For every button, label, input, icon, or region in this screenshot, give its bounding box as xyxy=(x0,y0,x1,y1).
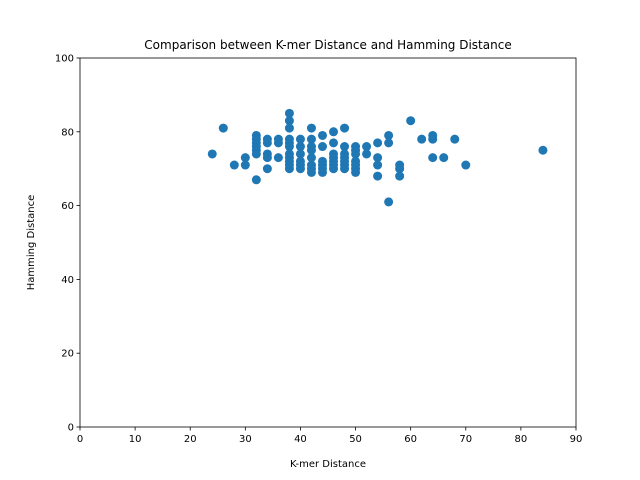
data-points xyxy=(207,108,548,207)
data-point xyxy=(306,167,316,177)
data-point xyxy=(262,138,272,148)
data-point xyxy=(284,108,294,118)
data-point xyxy=(395,164,405,174)
data-point xyxy=(240,153,250,163)
y-tick-label: 0 xyxy=(68,423,74,434)
data-point xyxy=(273,138,283,148)
data-point xyxy=(439,153,449,163)
data-point xyxy=(251,149,261,159)
y-tick-label: 80 xyxy=(61,127,74,138)
x-tick-label: 30 xyxy=(239,434,252,445)
data-point xyxy=(329,127,339,137)
chart-title: Comparison between K-mer Distance and Ha… xyxy=(144,38,511,52)
data-point xyxy=(317,167,327,177)
data-point xyxy=(450,134,460,144)
data-point xyxy=(284,164,294,174)
data-point xyxy=(362,142,372,152)
data-point xyxy=(362,149,372,159)
y-tick-label: 40 xyxy=(61,275,74,286)
x-tick-label: 70 xyxy=(459,434,472,445)
data-point xyxy=(207,149,217,159)
data-point xyxy=(373,171,383,181)
data-point xyxy=(306,134,316,144)
x-tick-label: 40 xyxy=(294,434,307,445)
data-point xyxy=(373,153,383,163)
data-point xyxy=(384,197,394,207)
x-tick-label: 80 xyxy=(515,434,528,445)
data-point xyxy=(295,149,305,159)
data-point xyxy=(251,175,261,185)
data-point xyxy=(428,153,438,163)
y-axis-label: Hamming Distance xyxy=(26,195,37,291)
data-point xyxy=(229,160,239,170)
data-point xyxy=(417,134,427,144)
data-point xyxy=(262,153,272,163)
data-point xyxy=(461,160,471,170)
data-point xyxy=(262,164,272,174)
x-tick-label: 10 xyxy=(129,434,142,445)
x-tick-label: 0 xyxy=(77,434,83,445)
x-tick-label: 60 xyxy=(404,434,417,445)
data-point xyxy=(284,116,294,126)
data-point xyxy=(351,149,361,159)
x-tick-label: 20 xyxy=(184,434,197,445)
data-point xyxy=(538,145,548,155)
plot-frame xyxy=(79,57,577,428)
data-point xyxy=(351,167,361,177)
y-tick-label: 60 xyxy=(61,201,74,212)
x-tick-label: 50 xyxy=(349,434,362,445)
x-tick-label: 90 xyxy=(570,434,583,445)
data-point xyxy=(218,123,228,133)
x-axis: 0 10 20 30 40 50 60 70 80 90 xyxy=(77,427,583,445)
data-point xyxy=(317,130,327,140)
data-point xyxy=(306,145,316,155)
data-point xyxy=(240,160,250,170)
data-point xyxy=(373,160,383,170)
data-point xyxy=(406,116,416,126)
data-point xyxy=(384,130,394,140)
data-point xyxy=(295,164,305,174)
data-point xyxy=(340,164,350,174)
data-point xyxy=(340,142,350,152)
data-point xyxy=(395,171,405,181)
data-point xyxy=(295,134,305,144)
y-axis: 0 20 40 60 80 100 xyxy=(55,54,80,434)
y-tick-label: 20 xyxy=(61,349,74,360)
data-point xyxy=(428,134,438,144)
data-point xyxy=(284,123,294,133)
data-point xyxy=(284,142,294,152)
data-point xyxy=(384,138,394,148)
data-point xyxy=(329,138,339,148)
data-point xyxy=(329,164,339,174)
data-point xyxy=(340,123,350,133)
data-point xyxy=(306,123,316,133)
data-point xyxy=(295,142,305,152)
y-tick-label: 100 xyxy=(55,54,74,65)
x-axis-label: K-mer Distance xyxy=(290,459,366,470)
data-point xyxy=(273,153,283,163)
data-point xyxy=(306,153,316,163)
data-point xyxy=(317,142,327,152)
data-point xyxy=(373,138,383,148)
